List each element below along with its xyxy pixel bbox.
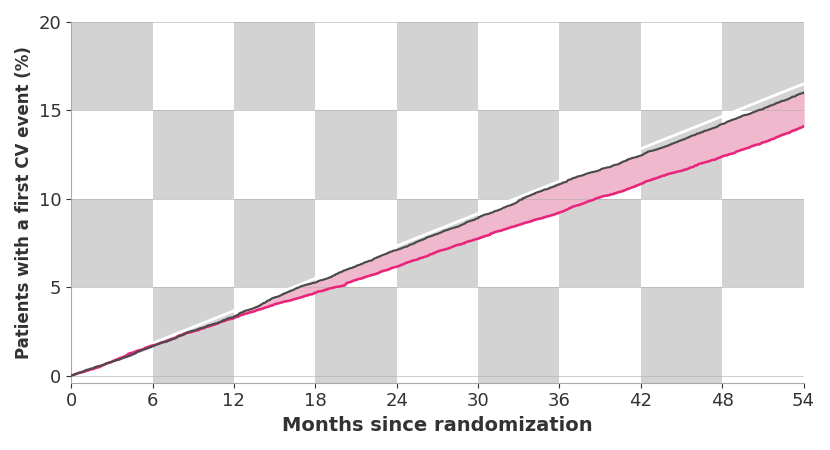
Bar xyxy=(478,287,559,376)
Bar xyxy=(559,110,641,199)
Bar xyxy=(397,287,478,376)
Bar xyxy=(71,22,153,110)
Bar xyxy=(397,376,478,382)
Bar xyxy=(722,199,803,287)
Y-axis label: Patients with a first CV event (%): Patients with a first CV event (%) xyxy=(15,46,33,359)
Bar xyxy=(71,287,153,376)
Bar xyxy=(153,287,234,376)
Bar xyxy=(641,376,722,382)
Bar xyxy=(153,376,234,382)
Bar xyxy=(153,22,234,110)
Bar xyxy=(153,199,234,287)
Bar xyxy=(722,110,803,199)
Bar xyxy=(478,376,559,382)
Bar xyxy=(234,287,315,376)
Bar xyxy=(234,22,315,110)
Bar xyxy=(71,110,153,199)
Bar xyxy=(559,287,641,376)
Bar xyxy=(722,376,803,382)
Bar xyxy=(397,22,478,110)
Bar xyxy=(397,110,478,199)
Bar xyxy=(478,110,559,199)
Bar xyxy=(641,199,722,287)
Bar xyxy=(478,22,559,110)
Bar xyxy=(641,110,722,199)
Bar xyxy=(315,287,397,376)
Bar xyxy=(478,199,559,287)
Bar xyxy=(234,376,315,382)
Bar xyxy=(559,22,641,110)
Bar xyxy=(315,376,397,382)
Bar xyxy=(641,22,722,110)
Bar xyxy=(641,287,722,376)
Bar xyxy=(71,199,153,287)
Bar xyxy=(315,22,397,110)
X-axis label: Months since randomization: Months since randomization xyxy=(282,416,593,435)
Bar xyxy=(559,199,641,287)
Bar xyxy=(234,199,315,287)
Bar xyxy=(559,376,641,382)
Bar xyxy=(722,287,803,376)
Bar xyxy=(234,110,315,199)
Bar xyxy=(71,376,153,382)
Bar xyxy=(153,110,234,199)
Bar xyxy=(315,199,397,287)
Bar xyxy=(722,22,803,110)
Bar xyxy=(397,199,478,287)
Bar xyxy=(315,110,397,199)
